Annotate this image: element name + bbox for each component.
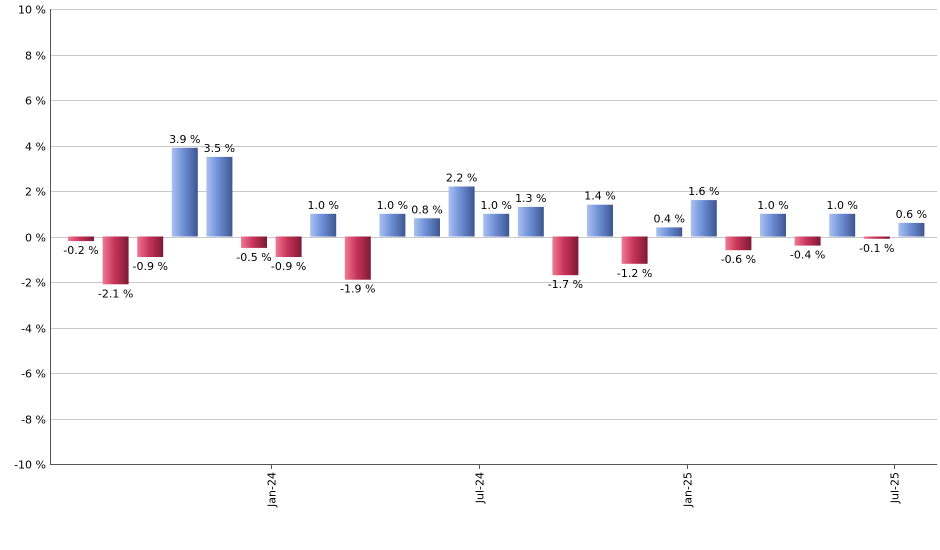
data-labels: -0.2 %-2.1 %-0.9 %3.9 %3.5 %-0.5 %-0.9 %… — [63, 133, 927, 300]
data-label: 1.6 % — [688, 185, 719, 198]
data-label: 3.5 % — [204, 142, 235, 155]
bar — [863, 236, 890, 239]
bar — [829, 213, 856, 237]
data-label: -0.2 % — [63, 244, 98, 257]
data-label: 3.9 % — [169, 133, 200, 146]
bar — [379, 213, 406, 237]
bar — [898, 222, 925, 237]
bar — [102, 236, 129, 285]
y-tick-label: -4 % — [21, 323, 46, 336]
y-tick-label: 10 % — [18, 4, 46, 17]
bar — [760, 213, 786, 237]
x-tick-label: Jan-24 — [266, 472, 279, 508]
bar — [794, 236, 821, 246]
data-label: -0.9 % — [132, 260, 167, 273]
data-label: 0.8 % — [411, 203, 442, 216]
data-label: -1.9 % — [340, 283, 375, 296]
y-tick-label: -10 % — [14, 459, 46, 472]
data-label: 1.0 % — [757, 199, 788, 212]
data-label: 1.0 % — [826, 199, 857, 212]
y-tick-label: -8 % — [21, 414, 46, 427]
bar — [171, 147, 198, 237]
data-label: -1.7 % — [548, 278, 583, 291]
data-label: -0.9 % — [271, 260, 306, 273]
y-tick-label: 4 % — [25, 141, 46, 154]
y-tick-label: 6 % — [25, 95, 46, 108]
data-label: -1.2 % — [617, 267, 652, 280]
bar — [483, 213, 510, 237]
x-tick-label: Jan-25 — [682, 472, 695, 508]
y-tick-label: -6 % — [21, 368, 46, 381]
bar — [621, 236, 648, 264]
bar — [241, 236, 267, 248]
data-label: 1.0 % — [377, 199, 408, 212]
data-label: 1.0 % — [480, 199, 511, 212]
data-label: 2.2 % — [446, 172, 477, 185]
axes: 10 % 8 % 6 % 4 % 2 % 0 % -2 % -4 % -6 % -8 % -10 %… — [14, 4, 937, 508]
y-tick-label: 0 % — [25, 232, 46, 245]
bar — [448, 186, 475, 237]
bar — [275, 236, 302, 257]
bar — [552, 236, 579, 276]
bar — [137, 236, 164, 257]
bar — [414, 218, 440, 237]
data-label: -0.1 % — [859, 242, 894, 255]
data-label: 1.0 % — [307, 199, 338, 212]
bars — [68, 147, 925, 285]
data-label: 1.3 % — [515, 192, 546, 205]
data-label: -2.1 % — [98, 287, 133, 300]
bar — [587, 204, 613, 237]
data-label: -0.5 % — [236, 251, 271, 264]
bar — [725, 236, 752, 251]
bar — [344, 236, 371, 280]
data-label: 1.4 % — [584, 190, 615, 203]
y-tick-label: -2 % — [21, 277, 46, 290]
bar — [690, 200, 717, 237]
bar — [517, 206, 544, 237]
data-label: -0.4 % — [790, 249, 825, 262]
bar — [206, 156, 233, 237]
data-label: 0.6 % — [896, 208, 927, 221]
x-tick-label: Jul-24 — [474, 472, 487, 504]
bar — [68, 236, 94, 242]
data-label: -0.6 % — [721, 253, 756, 266]
x-tick-label: Jul-25 — [889, 472, 902, 504]
y-tick-label: 8 % — [25, 50, 46, 63]
bar — [310, 213, 337, 237]
bar — [656, 227, 683, 237]
data-label: 0.4 % — [653, 212, 684, 225]
y-tick-label: 2 % — [25, 186, 46, 199]
